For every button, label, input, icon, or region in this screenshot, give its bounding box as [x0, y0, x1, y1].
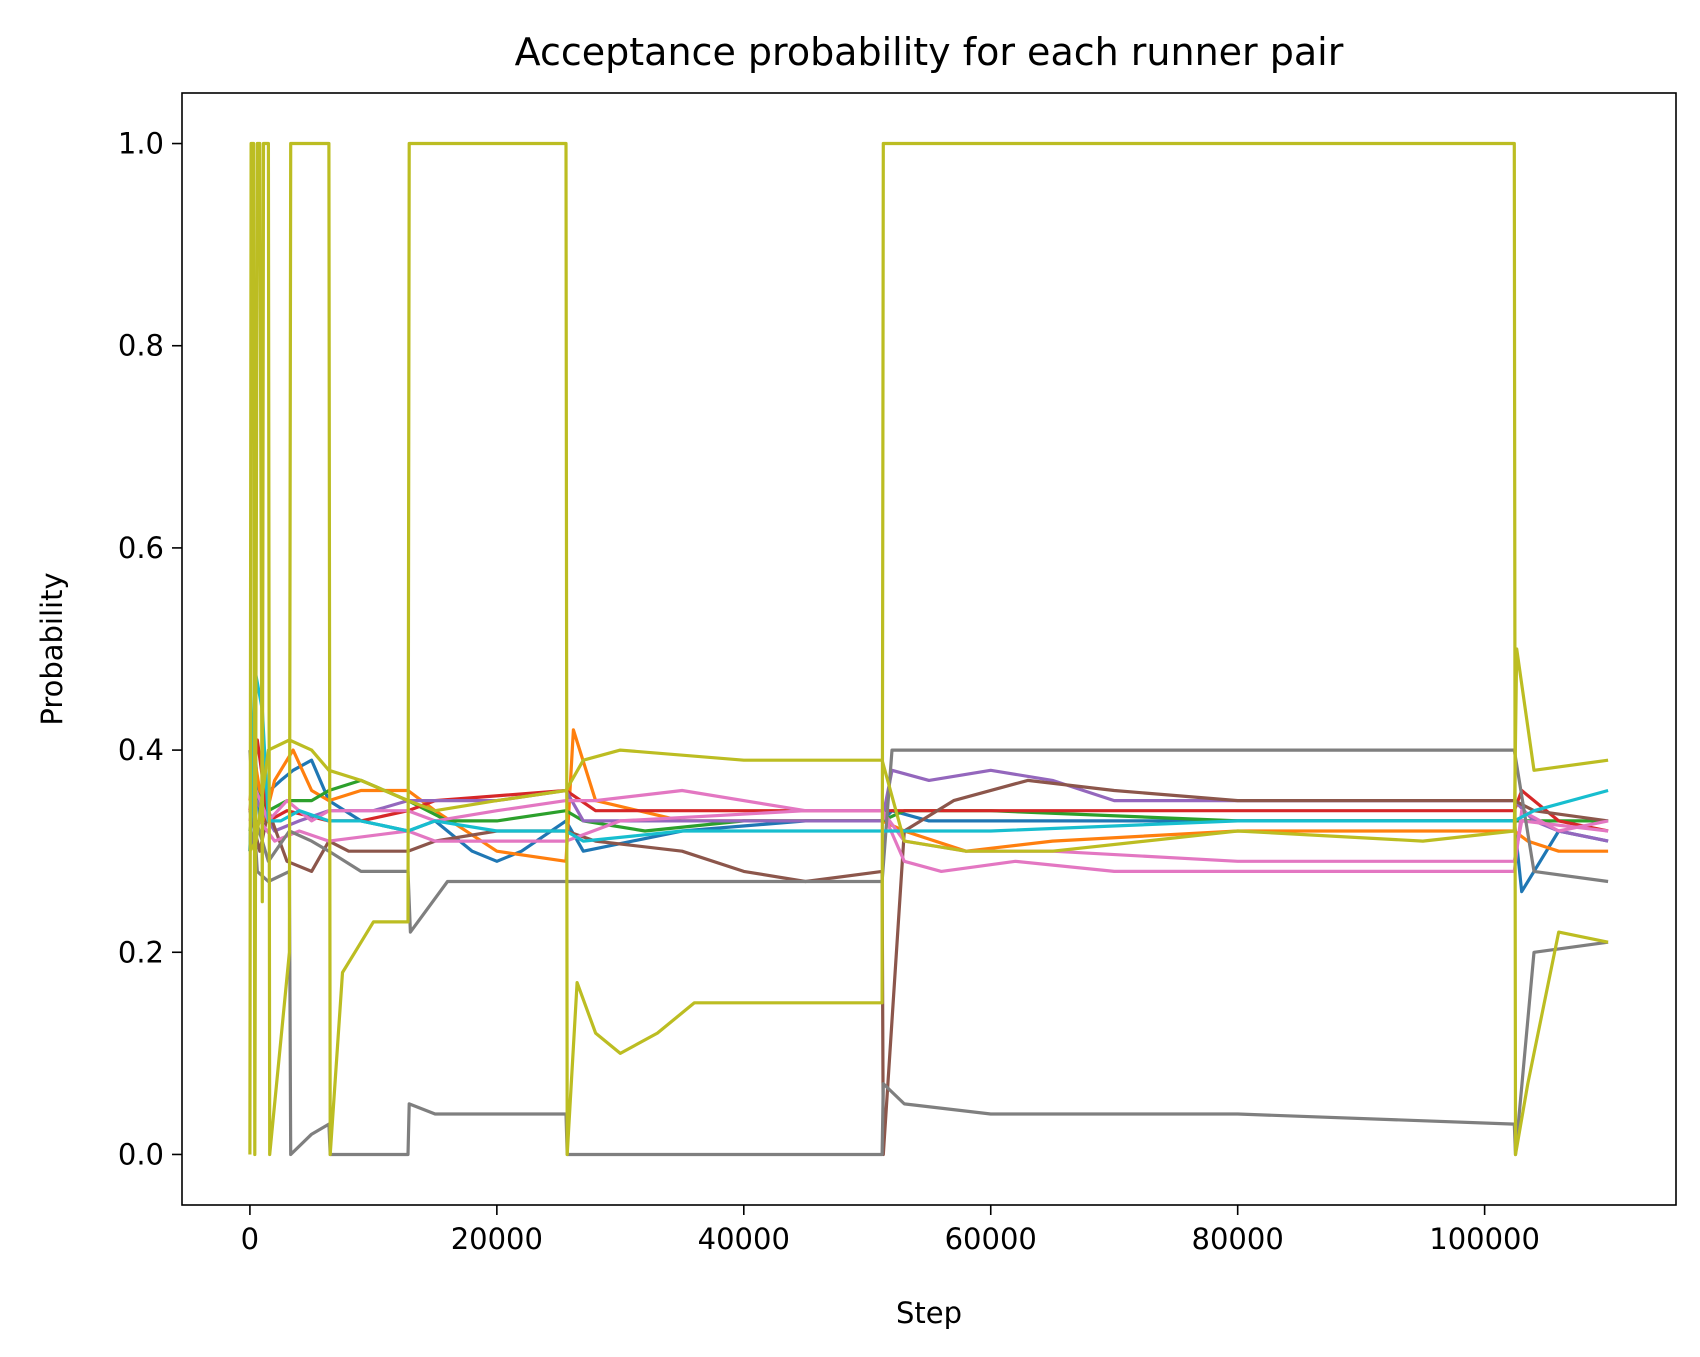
series-line-13 [248, 647, 1609, 853]
series-line-2 [248, 728, 1609, 863]
y-tick-label: 0.4 [118, 733, 164, 767]
x-tick-label: 100000 [1429, 1222, 1540, 1256]
series-line-12 [248, 141, 1609, 1157]
x-tick-label: 40000 [698, 1222, 790, 1256]
x-tick-label: 20000 [451, 1222, 543, 1256]
y-tick-label: 0.8 [118, 329, 164, 363]
y-tick-label: 0.2 [118, 935, 164, 969]
chart-title: Acceptance probability for each runner p… [515, 30, 1344, 74]
y-axis: 0.0 0.2 0.4 0.6 0.8 1.0 [118, 127, 182, 1171]
series-line-7 [248, 788, 1609, 873]
y-axis-label: Probability [35, 572, 69, 725]
x-axis: 0 20000 40000 60000 80000 100000 [241, 1205, 1540, 1256]
x-tick-label: 0 [241, 1222, 259, 1256]
y-tick-label: 0.0 [118, 1137, 164, 1171]
plot-series-group [248, 141, 1609, 1157]
x-tick-label: 80000 [1192, 1222, 1284, 1256]
x-tick-label: 60000 [945, 1222, 1037, 1256]
series-line-6 [248, 778, 1609, 1157]
x-axis-label: Step [896, 1296, 962, 1330]
y-tick-label: 0.6 [118, 531, 164, 565]
y-tick-label: 1.0 [118, 127, 164, 161]
series-line-10 [248, 748, 1609, 934]
plot-frame [181, 92, 1677, 1206]
series-line-11 [248, 667, 1609, 852]
